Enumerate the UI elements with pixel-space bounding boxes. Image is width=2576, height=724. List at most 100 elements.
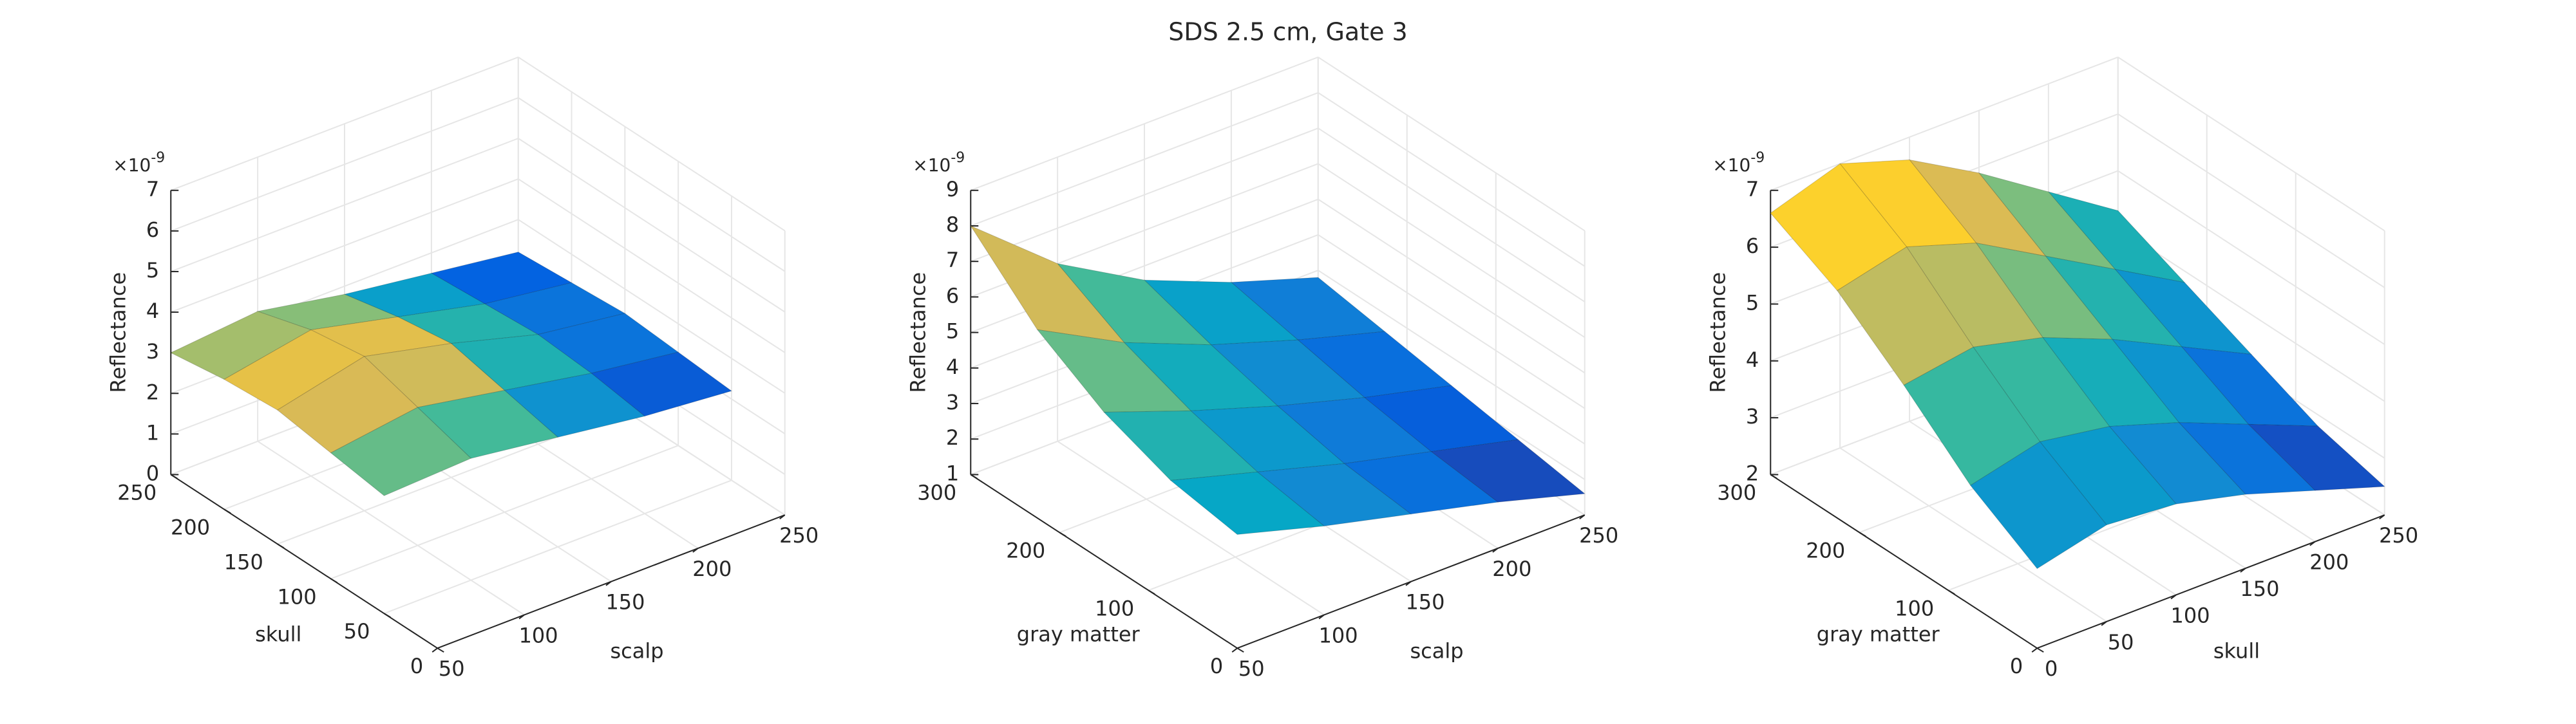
grid-line bbox=[1057, 440, 1325, 616]
grid-line bbox=[970, 92, 1319, 227]
x-tick bbox=[605, 580, 612, 586]
y-tick bbox=[330, 578, 338, 584]
x-tick bbox=[1492, 548, 1499, 553]
y-tick bbox=[223, 508, 231, 514]
grid-line bbox=[170, 178, 519, 313]
y-tick-label: 100 bbox=[1895, 596, 1934, 620]
grid-line bbox=[1318, 198, 1586, 374]
surface-patch bbox=[1903, 346, 2041, 486]
y-tick-label: 0 bbox=[410, 654, 423, 678]
grid-line bbox=[970, 56, 1319, 191]
y-tick bbox=[1859, 532, 1866, 537]
z-axis-label: Reflectance bbox=[905, 272, 930, 393]
x-tick bbox=[431, 647, 438, 653]
x-tick-label: 250 bbox=[779, 523, 819, 548]
grid-line bbox=[1839, 447, 2107, 622]
surface-patch bbox=[2042, 337, 2180, 427]
figure-title: SDS 2.5 cm, Gate 3 bbox=[1168, 18, 1407, 46]
surface-patch bbox=[1343, 451, 1499, 515]
grid-line bbox=[2117, 56, 2385, 232]
x-axis-label: scalp bbox=[1410, 639, 1463, 664]
grid-line bbox=[518, 219, 786, 394]
surface-patch bbox=[2178, 422, 2316, 495]
x-tick-label: 100 bbox=[2170, 603, 2210, 627]
x-tick bbox=[2309, 541, 2316, 546]
grid-line bbox=[2117, 227, 2385, 402]
z-tick-label: 4 bbox=[946, 355, 959, 379]
x-tick bbox=[1579, 514, 1586, 520]
x-tick bbox=[1318, 614, 1325, 620]
z-exponent: ×10-9 bbox=[113, 150, 165, 176]
y-tick bbox=[1236, 647, 1244, 653]
grid-line bbox=[2117, 170, 2385, 346]
y-tick-label: 200 bbox=[1006, 538, 1045, 562]
z-tick-label: 2 bbox=[1746, 461, 1759, 485]
grid-line bbox=[1770, 56, 2119, 191]
grid-line bbox=[170, 138, 519, 272]
grid-line bbox=[518, 97, 786, 272]
surface-patch bbox=[1170, 471, 1325, 535]
z-tick-label: 3 bbox=[1746, 404, 1759, 429]
exponent-power: -9 bbox=[1750, 150, 1765, 166]
x-tick bbox=[2240, 568, 2246, 573]
y-tick-label: 0 bbox=[2010, 654, 2023, 678]
y-tick-label: 200 bbox=[1806, 538, 1845, 562]
x-tick-label: 150 bbox=[2240, 577, 2279, 601]
surface-patch bbox=[256, 293, 399, 331]
x-tick bbox=[779, 514, 786, 520]
y-axis-label: gray matter bbox=[1017, 622, 1141, 646]
z-tick-label: 6 bbox=[146, 218, 159, 242]
surface-patch bbox=[2045, 255, 2183, 348]
x-tick-label: 250 bbox=[2379, 523, 2418, 548]
x-tick-label: 250 bbox=[1579, 523, 1618, 548]
y-tick-label: 0 bbox=[1210, 654, 1223, 678]
x-axis-label: scalp bbox=[610, 639, 663, 664]
grid-line bbox=[1318, 92, 1586, 267]
y-axis bbox=[170, 474, 438, 649]
y-tick bbox=[277, 543, 285, 549]
z-axis-label: Reflectance bbox=[106, 272, 130, 393]
grid-line bbox=[1318, 163, 1586, 339]
surface-patch bbox=[1103, 410, 1258, 481]
y-axis bbox=[1770, 474, 2038, 649]
z-tick-label: 6 bbox=[946, 283, 959, 308]
grid-line bbox=[1318, 127, 1586, 302]
x-tick bbox=[2101, 621, 2107, 626]
y-tick-label: 50 bbox=[344, 619, 370, 644]
z-tick-label: 2 bbox=[146, 380, 159, 404]
z-tick-label: 4 bbox=[146, 299, 159, 323]
x-tick-label: 0 bbox=[2045, 656, 2058, 681]
x-tick-label: 50 bbox=[439, 656, 465, 681]
exponent-base: ×10 bbox=[113, 154, 151, 176]
grid-line bbox=[2117, 113, 2385, 288]
z-tick-label: 5 bbox=[946, 319, 959, 344]
y-tick-label: 150 bbox=[224, 550, 263, 574]
grid-line bbox=[1318, 234, 1586, 409]
z-tick-label: 0 bbox=[146, 461, 159, 485]
grid-line bbox=[518, 138, 786, 313]
x-tick-label: 150 bbox=[1405, 590, 1444, 615]
exponent-power: -9 bbox=[951, 150, 965, 166]
surface-patch bbox=[330, 407, 472, 496]
x-tick-label: 200 bbox=[2309, 550, 2349, 575]
z-tick-label: 8 bbox=[946, 212, 959, 237]
z-axis-label: Reflectance bbox=[1705, 272, 1730, 393]
grid-line bbox=[257, 440, 525, 616]
grid-line bbox=[384, 479, 732, 615]
y-tick bbox=[1059, 532, 1066, 537]
surface-patch bbox=[2039, 426, 2177, 526]
y-tick-label: 200 bbox=[171, 515, 210, 539]
grid-line bbox=[970, 127, 1319, 263]
grid-line bbox=[170, 97, 519, 232]
x-tick bbox=[1405, 580, 1412, 586]
surface-patch bbox=[1036, 329, 1192, 413]
x-tick-label: 50 bbox=[2108, 630, 2134, 654]
surface-patch bbox=[1297, 331, 1452, 398]
z-exponent: ×10-9 bbox=[913, 150, 965, 176]
grid-line bbox=[1318, 56, 1586, 232]
z-tick-label: 7 bbox=[1746, 177, 1759, 201]
y-tick-label: 250 bbox=[117, 480, 156, 505]
y-tick-label: 100 bbox=[278, 584, 317, 609]
